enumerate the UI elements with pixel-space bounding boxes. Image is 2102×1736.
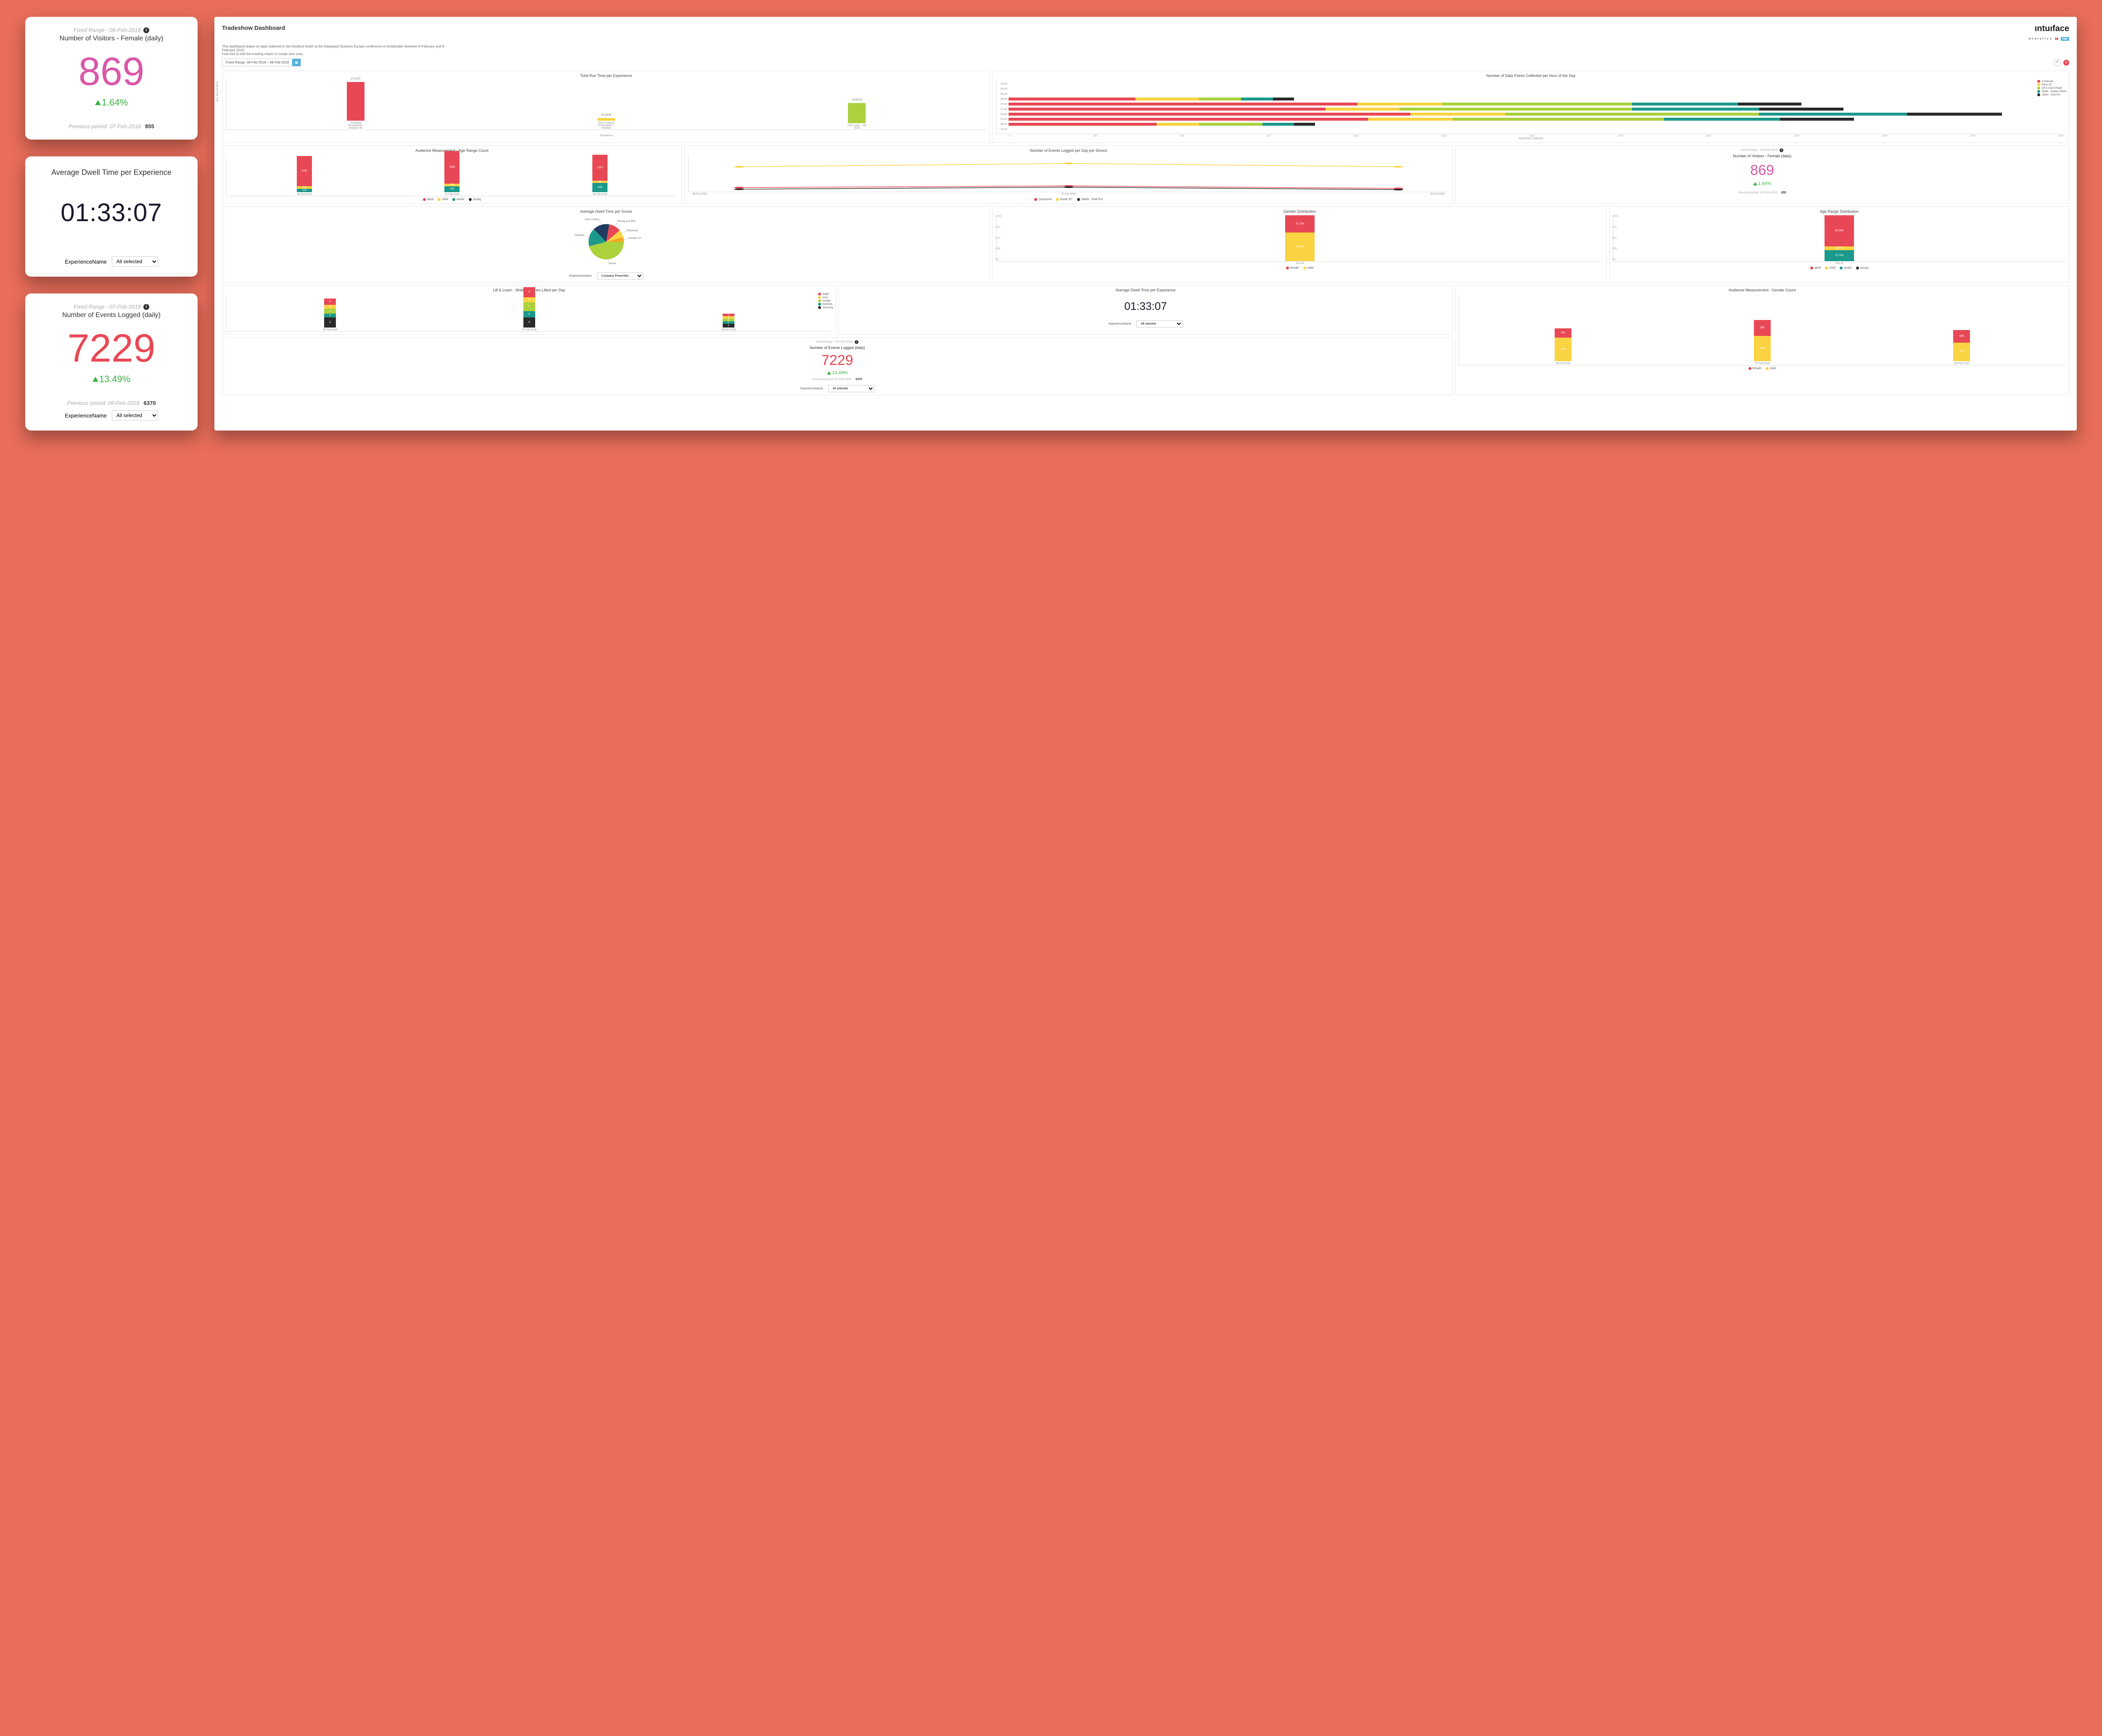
hbar-row: 10 am [997, 102, 2065, 106]
agecount-panel: Audience Measurement - Age Range Count 1… [222, 145, 682, 204]
dashboard: Tradeshow Dashboard ıntuıface analytics … [214, 17, 2077, 431]
svg-text:Pricing and ROI: Pricing and ROI [618, 220, 636, 223]
bar: 01:28:36iPad Company Presentation - Intu… [594, 118, 619, 129]
svg-text:Features: Features [574, 234, 584, 237]
logo: ıntuıface analytics ▮▮ app [2029, 24, 2069, 41]
arrow-up-icon [92, 377, 98, 382]
bar: 14:24:34Lift & Learn - ISE 2018 [844, 103, 869, 129]
date-range-picker[interactable]: Fixed Range: 06-Feb-2018 – 09-Feb-2018▦ [222, 58, 301, 66]
card-title: Number of Events Logged (daily) [37, 312, 186, 319]
mini-visitors-panel: Fixed Range - 08-Feb-2018i Number of Vis… [1455, 145, 2069, 204]
datapoints-panel: Number of Data Points Collected per Hour… [993, 71, 2069, 143]
genderdist-panel: Gender Distribution 100%75%50%25%0% 62.2… [993, 206, 1607, 283]
filter-badge[interactable]: 0 [2063, 60, 2069, 66]
svg-text:Showcase: Showcase [626, 230, 638, 232]
calendar-icon[interactable]: ▦ [292, 59, 301, 66]
prev-period: Previous period: 07-Feb-2018855 [37, 123, 186, 129]
mini-events-panel: Fixed Range - 07-Feb-2018i Number of Eve… [222, 337, 1452, 395]
runtime-panel: Total Run Time per Experience Run Time (… [222, 71, 990, 143]
bar: 12394143906-Feb-2018 [297, 156, 312, 196]
info-icon[interactable]: i [143, 304, 149, 310]
panel-title: Gender Distribution [996, 209, 1603, 214]
dashboard-desc: This dashboard draws on data collected i… [222, 45, 457, 56]
svg-text:How it Works: How it Works [584, 219, 599, 221]
svg-text:Contact Us: Contact Us [628, 237, 641, 240]
experience-select[interactable]: All selected [1136, 320, 1183, 328]
lift-panel: Lift & Learn - Mobile Phones Lifted per … [222, 285, 836, 335]
hbar-row: 04 am [997, 87, 2065, 91]
events-card: Fixed Range - 07-Feb-2018i Number of Eve… [25, 293, 198, 431]
bar: 3222208-Feb-2018 [721, 314, 736, 331]
bar: 27:14:47Company Presentation - Intuiface… [343, 82, 368, 129]
bar: 99068808-Feb-2018 [1953, 330, 1970, 365]
range-text: Fixed Range - 08-Feb-2018 [74, 27, 141, 33]
panel-title: Age Range Distribution [1613, 209, 2065, 214]
hbar-row: 12 pm [997, 107, 2065, 111]
agedist-panel: Age Range Distribution 100%75%50%25%0% 2… [1609, 206, 2069, 283]
panel-title: Number of Events Logged per Day per Devi… [688, 148, 1449, 153]
visitors-card: Fixed Range - 08-Feb-2018i Number of Vis… [25, 17, 198, 140]
metric-value: 869 [1459, 162, 2065, 179]
gendercount-panel: Audience Measurement - Gender Count 1276… [1455, 285, 2069, 395]
mini-dwell-panel: Average Dwell Time per Experience 01:33:… [839, 285, 1453, 335]
bar: 127653006-Feb-2018 [1555, 328, 1571, 365]
line-chart [688, 154, 1449, 192]
experience-select[interactable]: All selected [112, 256, 158, 267]
bar: 209106159607-Feb-2018 [444, 151, 459, 196]
hbar-row: 02 pm [997, 112, 2065, 116]
panel-title: Average Dwell Time per Scene [226, 209, 986, 214]
panel-title: Audience Measurement - Gender Count [1459, 288, 2065, 292]
metric-value: 01:33:07 [842, 300, 1449, 313]
bar: 34584125308-Feb-2018 [592, 155, 607, 196]
undo-icon[interactable]: ↶ [2054, 59, 2061, 66]
bar: 8574807-Feb-2018 [522, 287, 536, 331]
hbar-row: 04 pm [997, 117, 2065, 122]
selector-label: ExperienceName [65, 259, 107, 265]
svg-text:Home: Home [609, 263, 616, 265]
card-title: Average Dwell Time per Experience [37, 168, 186, 177]
metric-value: 869 [37, 52, 186, 91]
bar: 136385507-Feb-2018 [1754, 320, 1771, 365]
pct-change: 13.49% [37, 374, 186, 385]
info-icon[interactable]: i [143, 27, 149, 33]
panel-title: Average Dwell Time per Experience [842, 288, 1449, 292]
pie-panel: Average Dwell Time per Scene Home Feature… [222, 206, 990, 283]
experience-select[interactable]: All selected [112, 410, 158, 420]
info-icon[interactable]: i [855, 340, 858, 344]
hbar-row: 06 pm [997, 122, 2065, 127]
card-title: Number of Visitors - Female (daily) [37, 35, 186, 42]
selector-label: ExperienceName [65, 412, 107, 419]
experience-select[interactable]: Company Presentati... [597, 272, 643, 280]
arrow-up-icon [95, 100, 101, 105]
left-column: Fixed Range - 08-Feb-2018i Number of Vis… [25, 17, 198, 431]
dwell-card: Average Dwell Time per Experience 01:33:… [25, 156, 198, 277]
prev-period: Previous period: 06-Feb-20186370 [37, 400, 186, 406]
hbar-row: 10 pm [997, 127, 2065, 132]
range-text: Fixed Range - 07-Feb-2018 [74, 304, 141, 310]
panel-title: Number of Data Points Collected per Hour… [996, 74, 2065, 78]
hbar-row: 12 am [997, 82, 2065, 86]
bar: 8343506-Feb-2018 [323, 299, 337, 331]
hbar-row: 08 am [997, 97, 2065, 101]
hbar-row: 06 am [997, 92, 2065, 96]
panel-title: Total Run Time per Experience [226, 74, 986, 78]
eventsperday-panel: Number of Events Logged per Day per Devi… [684, 145, 1452, 204]
metric-value: 7229 [37, 328, 186, 368]
pct-change: 1.64% [37, 97, 186, 108]
experience-select[interactable]: All selected [828, 385, 874, 392]
metric-value: 7229 [226, 352, 1449, 369]
dashboard-title: Tradeshow Dashboard [222, 24, 285, 31]
info-icon[interactable]: i [1780, 148, 1783, 152]
metric-value: 01:33:07 [37, 198, 186, 227]
